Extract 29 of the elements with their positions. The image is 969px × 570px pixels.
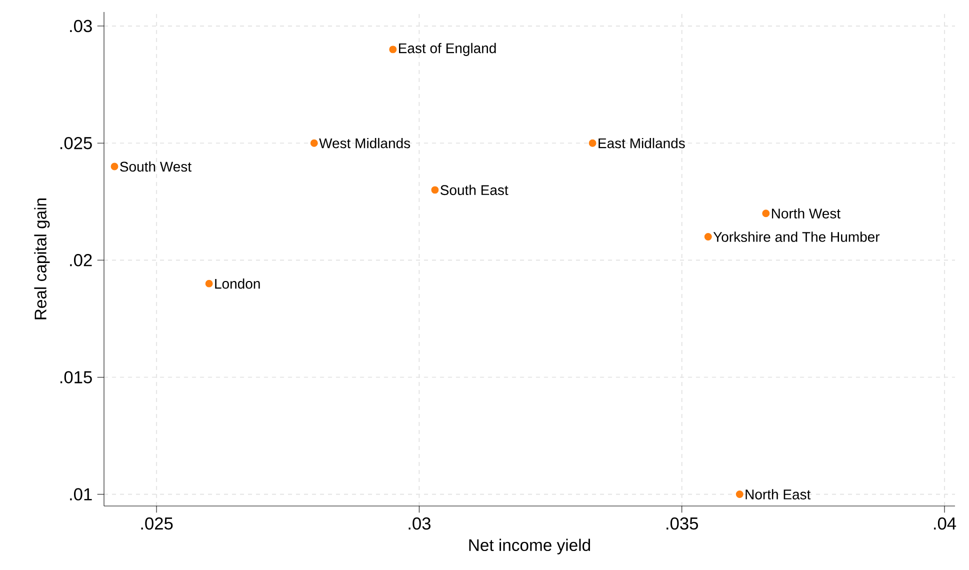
y-axis-title: Real capital gain bbox=[34, 198, 50, 320]
annotation: London bbox=[215, 278, 260, 289]
x-tick-label: .025 bbox=[141, 517, 173, 530]
point bbox=[310, 139, 318, 147]
annotation: South East bbox=[440, 184, 508, 196]
annotation: East Midlands bbox=[598, 138, 685, 148]
point bbox=[588, 139, 596, 147]
annotation: East of England bbox=[399, 42, 496, 56]
annotation: North West bbox=[772, 208, 840, 218]
y-tick-label: .025 bbox=[60, 136, 92, 150]
y-tick-label: .015 bbox=[60, 371, 92, 384]
x-tick-label: .04 bbox=[934, 517, 956, 530]
x-axis-title: Net income yield bbox=[469, 538, 590, 554]
point bbox=[389, 46, 397, 54]
point bbox=[736, 490, 744, 498]
point bbox=[704, 233, 712, 240]
y-tick-label: .02 bbox=[70, 254, 92, 266]
x-tick-label: .035 bbox=[666, 517, 698, 530]
point bbox=[205, 280, 213, 288]
point bbox=[431, 186, 439, 194]
point bbox=[110, 162, 118, 170]
y-tick-label: .01 bbox=[70, 488, 92, 500]
y-tick-label: .03 bbox=[70, 20, 92, 32]
annotation: West Midlands bbox=[319, 138, 410, 148]
point bbox=[762, 210, 770, 218]
x-tick-label: .03 bbox=[408, 517, 430, 530]
annotation: Yorkshire and The Humber bbox=[713, 232, 880, 242]
annotation: South West bbox=[120, 161, 192, 172]
annotation: North East bbox=[746, 489, 811, 500]
